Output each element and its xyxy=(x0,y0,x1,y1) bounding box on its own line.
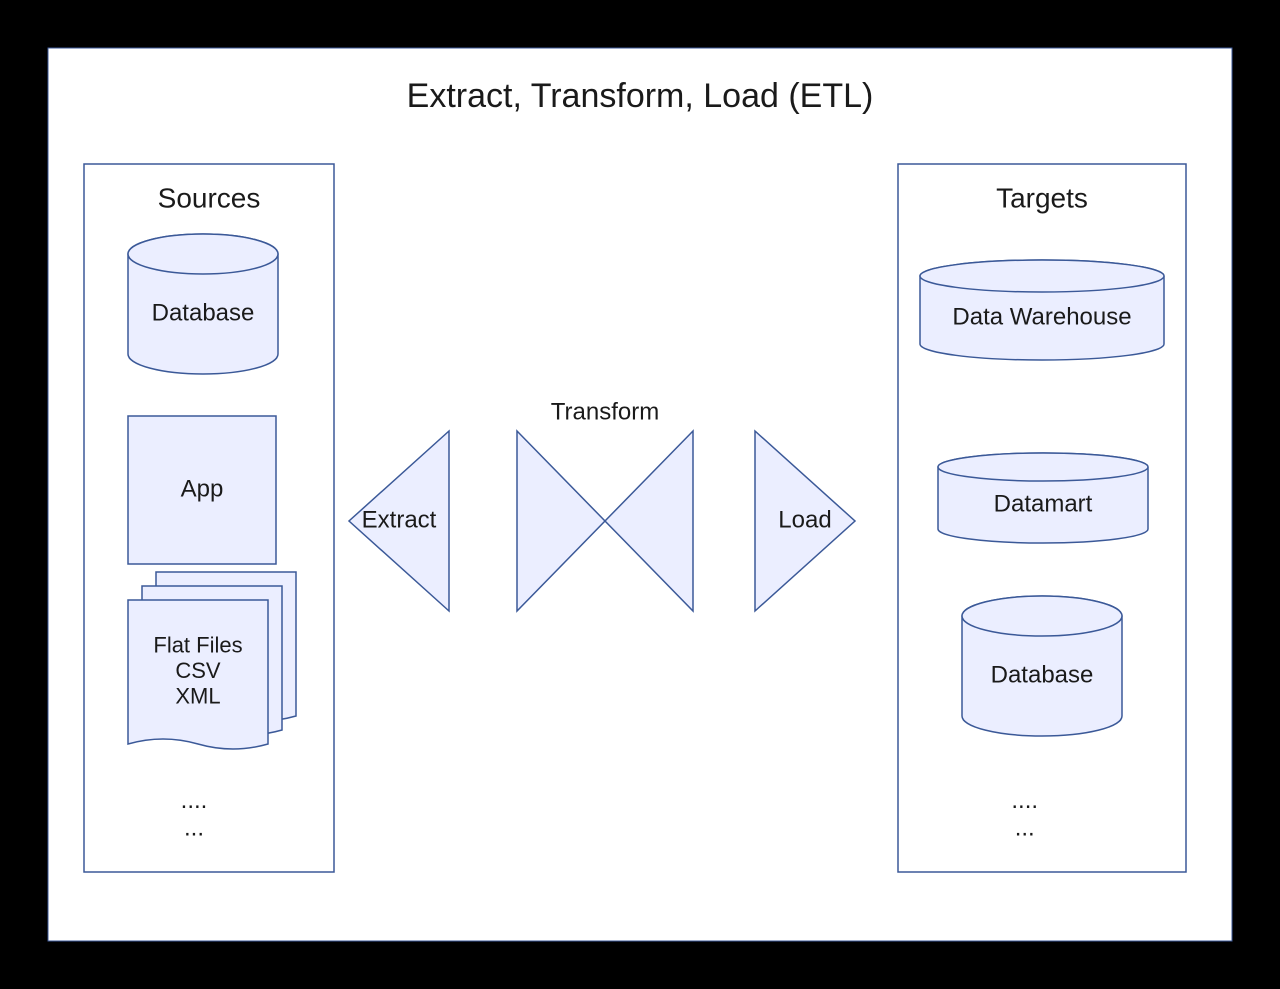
cylinder-top xyxy=(938,453,1148,481)
cylinder-label: Data Warehouse xyxy=(952,303,1131,330)
sources-ellipsis: ....... xyxy=(181,787,208,842)
step-label: Transform xyxy=(551,398,659,425)
cylinder-top xyxy=(128,234,278,274)
sources-title: Sources xyxy=(158,182,261,213)
cylinder-label: Database xyxy=(152,299,255,326)
step-label: Extract xyxy=(362,506,437,533)
targets-title: Targets xyxy=(996,182,1088,213)
cylinder-top xyxy=(920,260,1164,292)
targets-ellipsis: ....... xyxy=(1011,787,1038,842)
cylinder-label: Datamart xyxy=(994,490,1093,517)
step-label: Load xyxy=(778,506,831,533)
rect-label: App xyxy=(181,475,224,502)
cylinder-label: Database xyxy=(991,661,1094,688)
cylinder-top xyxy=(962,596,1122,636)
diagram-title: Extract, Transform, Load (ETL) xyxy=(407,77,874,115)
